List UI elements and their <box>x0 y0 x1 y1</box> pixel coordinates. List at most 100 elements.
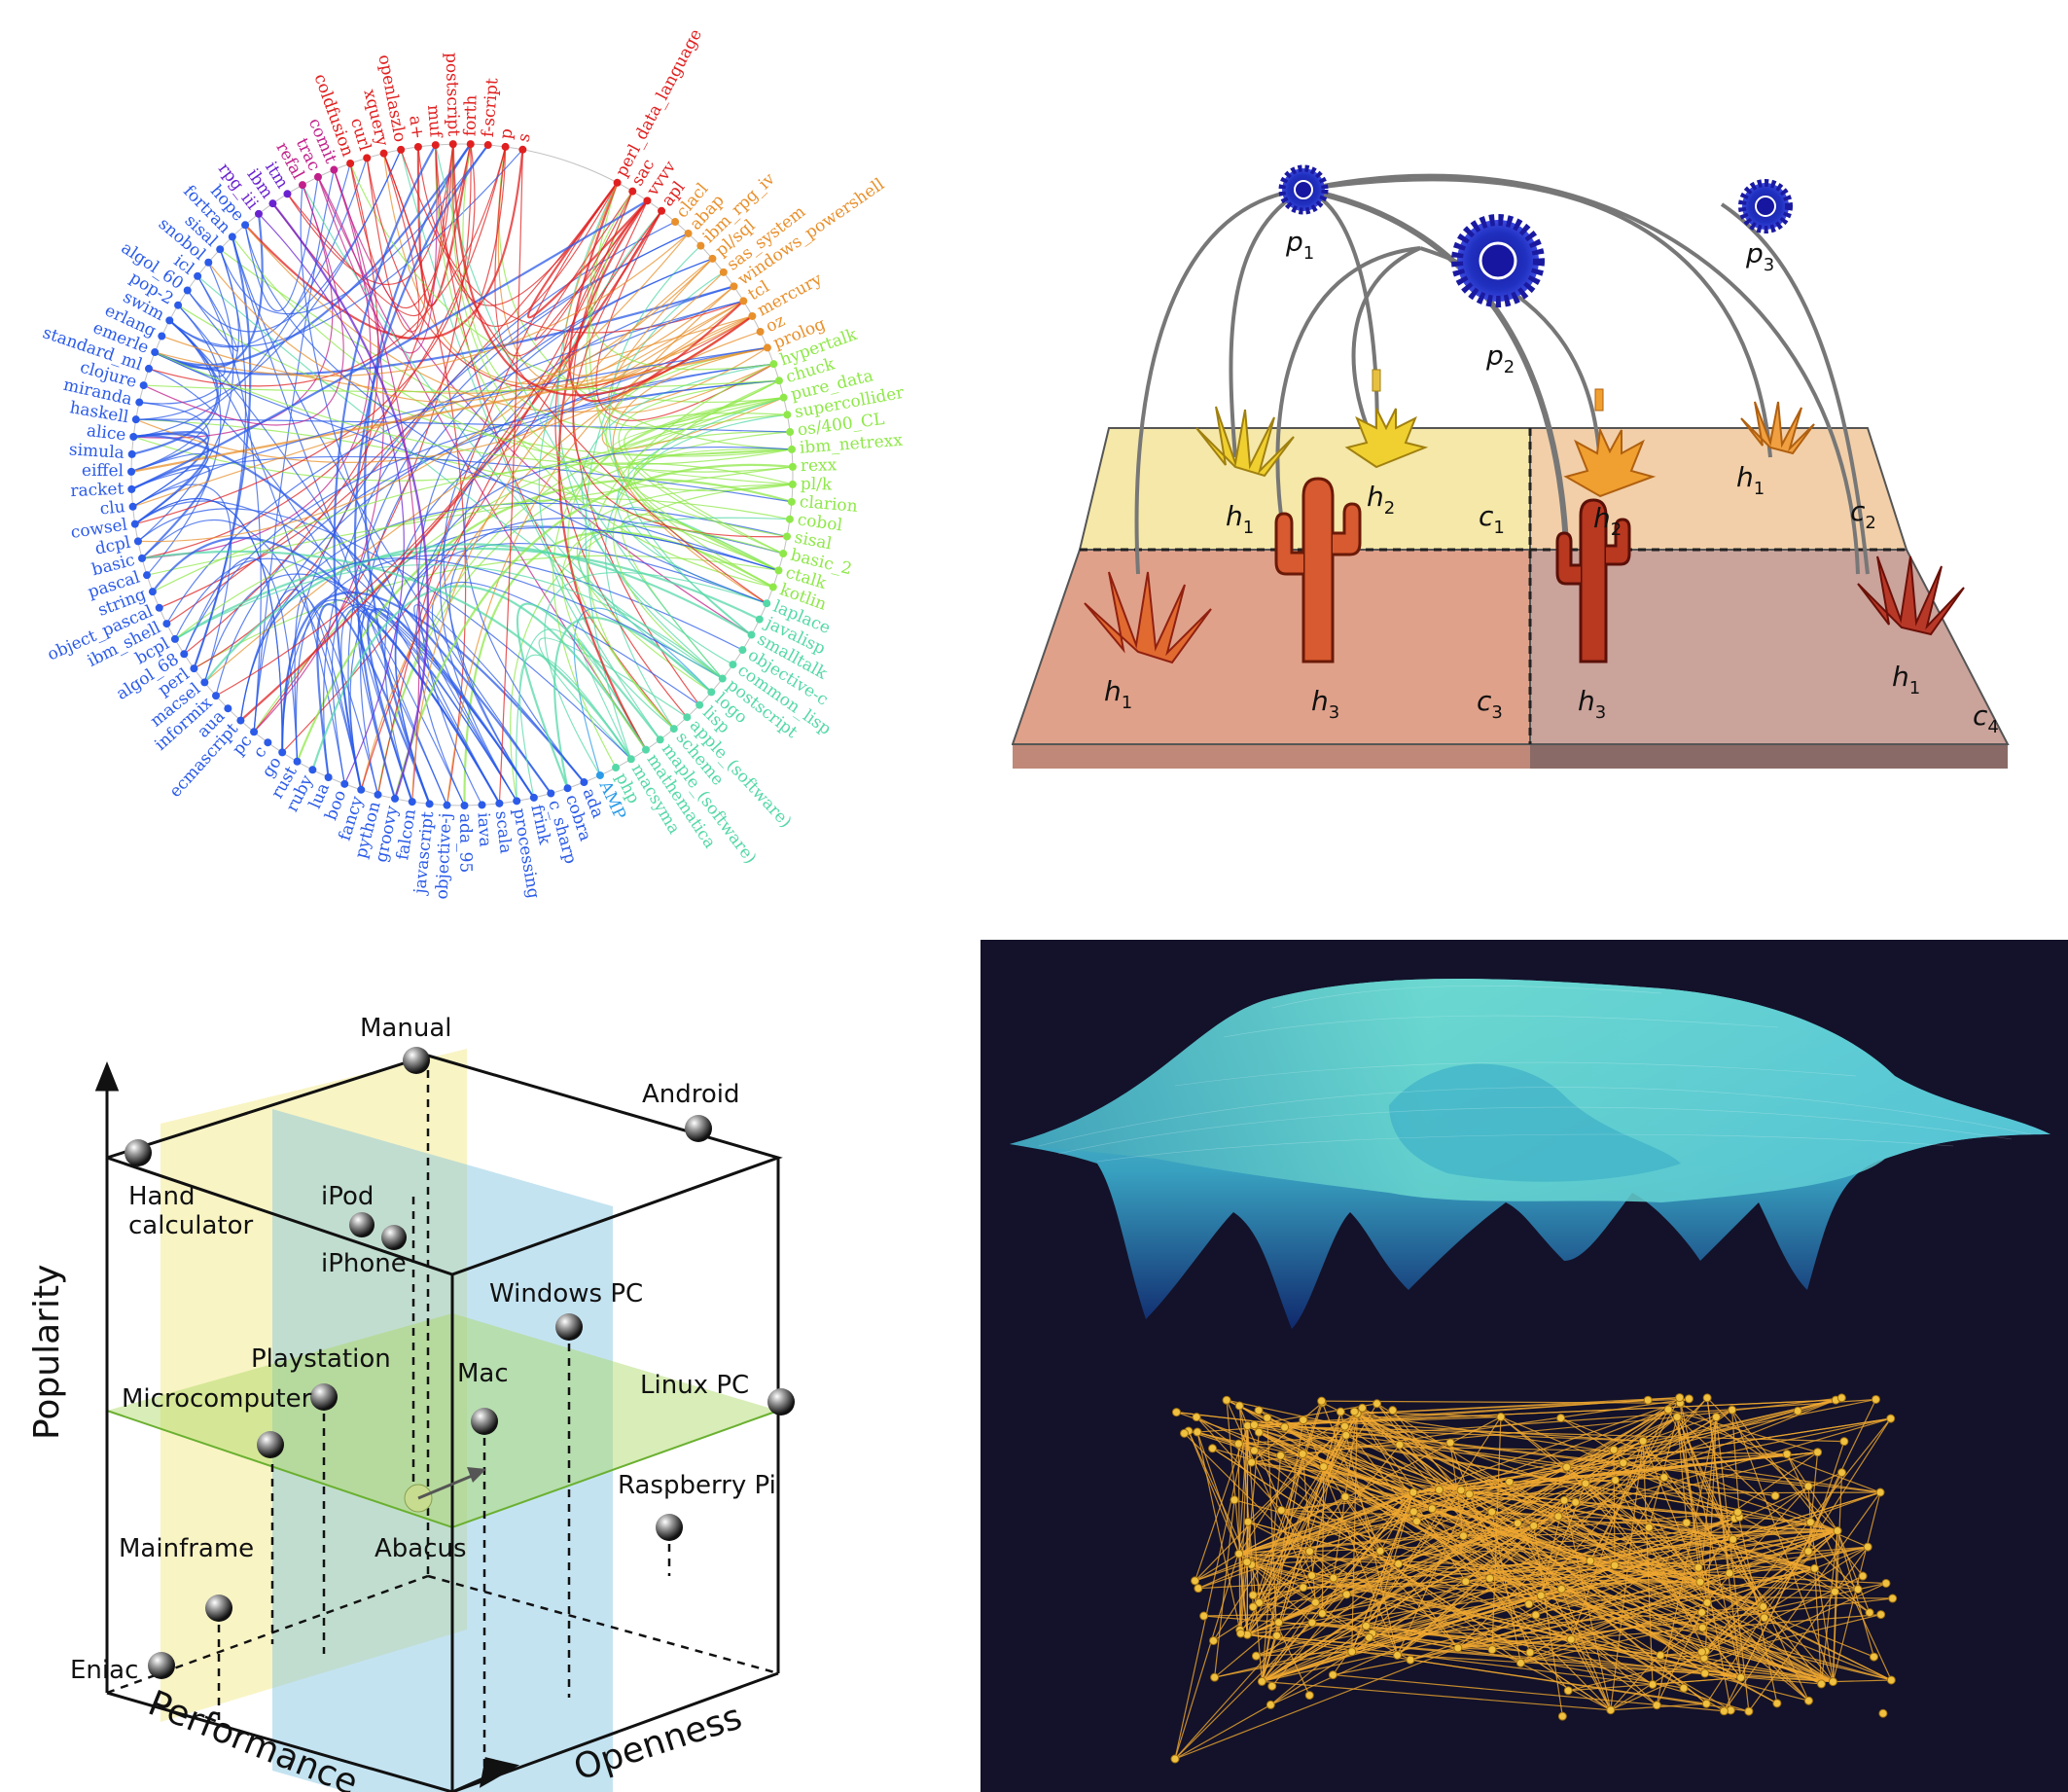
label-playstation: Playstation <box>251 1344 391 1374</box>
network-node <box>1358 1403 1368 1413</box>
network-edge <box>1203 1615 1704 1659</box>
chord-link <box>131 455 792 503</box>
pollinator-p1: p1 <box>1278 164 1329 264</box>
network-node <box>1233 1439 1243 1449</box>
label-linux-pc: Linux PC <box>640 1371 749 1400</box>
network-edge <box>1676 1416 1688 1523</box>
chord-link <box>353 144 489 800</box>
network-node <box>1272 1631 1282 1640</box>
chord-node <box>501 142 510 151</box>
chord-link <box>624 412 788 555</box>
network-edge <box>1836 1530 1871 1613</box>
network-node <box>1254 1406 1264 1416</box>
network-node <box>1696 1647 1706 1657</box>
network-edge <box>1439 1488 1815 1569</box>
plant-cactus-c4 <box>1555 498 1631 663</box>
network-edge <box>1809 1522 1834 1682</box>
chord-node <box>785 515 794 523</box>
network-node <box>1659 1473 1669 1483</box>
chord-node <box>563 784 572 793</box>
network-node <box>1347 1647 1357 1657</box>
network-node <box>1251 1651 1261 1661</box>
chord-node <box>769 360 778 369</box>
chord-link <box>360 210 662 790</box>
network-edge <box>1247 1521 1834 1683</box>
network-edge <box>1566 1466 1834 1683</box>
network-node <box>1611 1476 1621 1486</box>
network-node <box>1833 1525 1842 1535</box>
chord-link <box>244 176 319 312</box>
network-edge <box>1614 1529 1838 1566</box>
chord-link <box>244 149 524 340</box>
chord-link <box>367 607 535 803</box>
network-edge <box>1832 1472 1843 1682</box>
point-linux-pc <box>767 1388 795 1416</box>
network-edge <box>1500 1416 1765 1619</box>
network-edge <box>1357 1413 1881 1493</box>
label-c2: c2 <box>1850 495 1876 533</box>
chord-link <box>215 191 633 697</box>
network-edge <box>1238 1398 1690 1555</box>
chord-link <box>143 184 344 426</box>
network-node <box>1701 1699 1711 1708</box>
network-node <box>1254 1427 1264 1437</box>
network-edge <box>1457 1567 1815 1649</box>
network-node <box>1759 1601 1768 1611</box>
plane-blue <box>272 1109 613 1792</box>
chord-link <box>137 233 690 543</box>
network-edge <box>1460 1489 1763 1607</box>
chord-node <box>547 789 555 798</box>
network-node <box>1733 1507 1743 1517</box>
chord-label: clarion <box>799 492 858 517</box>
chord-node <box>755 615 764 624</box>
chord-link <box>187 275 238 352</box>
label-c1: c1 <box>1479 500 1505 538</box>
chord-node <box>143 571 152 580</box>
network-node <box>1853 1585 1863 1595</box>
chord-diagram-panel: perl_data_language sac vvvv apl clacl abap ibm… <box>0 0 992 973</box>
network-node <box>1304 1547 1314 1557</box>
network-edge <box>1262 1491 1881 1682</box>
network-node <box>1672 1413 1682 1422</box>
label-hand-calculator-l1: Hand <box>128 1182 195 1211</box>
landscape-network-panel <box>981 940 2068 1792</box>
network-node <box>1837 1468 1847 1478</box>
network-node <box>1562 1462 1572 1472</box>
network-node <box>1805 1518 1815 1527</box>
network-edge <box>1280 1416 1678 1456</box>
network-edge <box>1610 1582 1887 1711</box>
chord-link <box>451 144 754 397</box>
network-edge <box>1258 1410 1470 1495</box>
network-edge <box>1247 1516 1559 1635</box>
chord-node <box>268 199 277 208</box>
network-edge <box>1457 1564 1616 1649</box>
network-node <box>1341 1430 1351 1440</box>
chord-label: muf <box>423 104 446 140</box>
chord-node <box>787 445 796 453</box>
network-node <box>1871 1394 1880 1404</box>
chord-link <box>366 144 454 333</box>
network-node <box>1209 1635 1219 1645</box>
chord-node <box>719 268 728 276</box>
network-node <box>1453 1643 1463 1653</box>
point-iphone <box>381 1225 407 1250</box>
chord-link <box>133 435 553 795</box>
network-edge <box>1469 1493 1874 1658</box>
network-node <box>1675 1393 1685 1403</box>
network-node <box>1656 1650 1665 1660</box>
network-node <box>1557 1711 1567 1721</box>
habitat-platform <box>1012 427 2010 769</box>
chord-node <box>413 143 422 152</box>
network-edge <box>1247 1424 1738 1514</box>
chord-node <box>748 311 757 320</box>
chord-node <box>788 480 797 488</box>
network-edge <box>1520 1452 1818 1664</box>
plant-grass-c1 <box>1195 406 1295 478</box>
network-node <box>1222 1395 1231 1405</box>
point-mainframe <box>205 1595 232 1622</box>
network-node <box>1194 1584 1203 1594</box>
network-edge <box>1786 1453 1838 1531</box>
network-node <box>1485 1573 1495 1583</box>
network-edge <box>1311 1574 1661 1657</box>
chord-label: simula <box>68 440 125 462</box>
